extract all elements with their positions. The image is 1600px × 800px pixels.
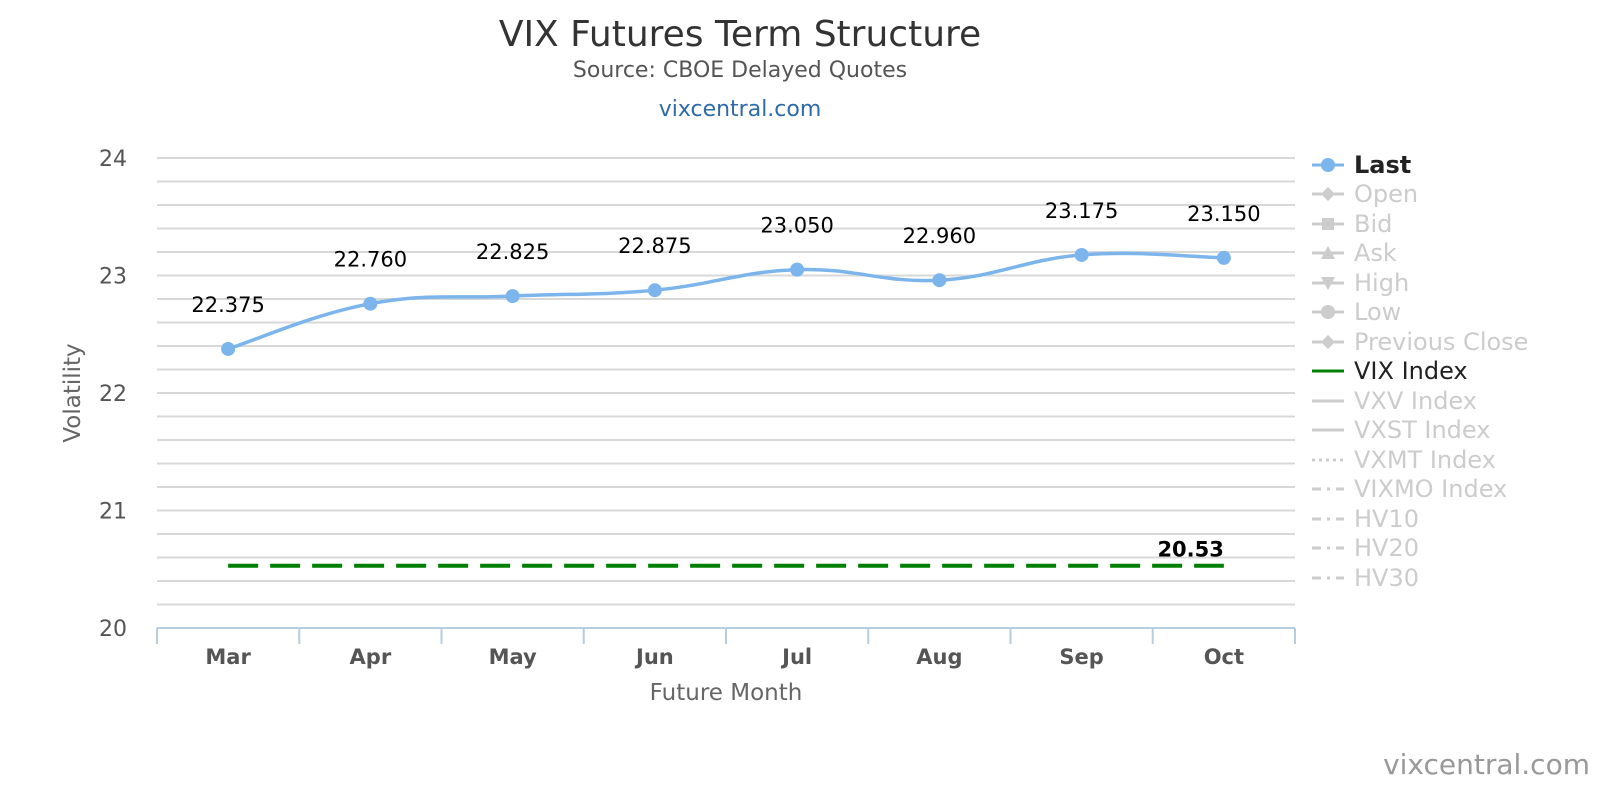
legend-item-open[interactable]: Open xyxy=(1310,180,1590,210)
axes: 20 21 22 23 24 Mar Apr May Jun Jul Aug Sep Oct Future… xyxy=(60,147,1296,706)
last-point xyxy=(1074,247,1089,262)
source-link[interactable]: vixcentral.com xyxy=(658,97,822,122)
legend-symbol-icon xyxy=(1312,217,1344,230)
legend-symbol-icon xyxy=(1312,246,1344,260)
legend-item-high[interactable]: High xyxy=(1310,268,1590,298)
legend-label: VIX Index xyxy=(1354,357,1468,386)
legend-symbol-icon xyxy=(1312,187,1344,202)
legend-item-last[interactable]: Last xyxy=(1310,150,1590,180)
legend-label: VIXMO Index xyxy=(1354,475,1508,504)
legend-item-vxmt-index[interactable]: VXMT Index xyxy=(1310,445,1590,475)
legend-item-hv20[interactable]: HV20 xyxy=(1310,534,1590,564)
legend-symbol-icon xyxy=(1312,157,1344,172)
last-point xyxy=(505,289,520,304)
vix-index-label: 20.53 xyxy=(1157,538,1223,562)
y-tick-label: 20 xyxy=(99,617,127,642)
legend-symbol-icon xyxy=(1312,276,1344,290)
last-point-label: 23.150 xyxy=(1187,202,1260,226)
last-point xyxy=(647,283,662,298)
legend-label: Open xyxy=(1354,180,1419,209)
legend-symbol-icon xyxy=(1312,546,1344,550)
legend-label: Last xyxy=(1354,150,1412,179)
legend-item-low[interactable]: Low xyxy=(1310,298,1590,328)
legend-label: VXST Index xyxy=(1354,416,1491,445)
last-series-line xyxy=(227,251,1224,351)
last-point-label: 23.175 xyxy=(1045,199,1118,223)
last-point-label: 22.875 xyxy=(618,234,691,258)
last-point xyxy=(932,273,947,288)
legend-label: Previous Close xyxy=(1354,327,1529,356)
legend-symbol-icon xyxy=(1312,428,1344,432)
legend-label: Bid xyxy=(1354,209,1393,238)
legend-symbol-icon xyxy=(1312,305,1344,320)
legend-label: HV30 xyxy=(1354,563,1420,592)
x-tick-label: May xyxy=(489,645,537,669)
y-tick-label: 21 xyxy=(99,500,127,525)
last-point xyxy=(363,296,378,311)
legend-symbol-icon xyxy=(1312,517,1344,521)
series xyxy=(221,247,1231,568)
chart-title: VIX Futures Term Structure xyxy=(498,14,982,55)
x-tick-label: Jul xyxy=(780,645,812,669)
last-point-label: 23.050 xyxy=(760,214,833,238)
legend-label: VXV Index xyxy=(1354,386,1477,415)
x-tick-label: Apr xyxy=(350,645,392,669)
y-tick-label: 22 xyxy=(99,382,127,407)
legend-item-hv30[interactable]: HV30 xyxy=(1310,563,1590,593)
legend-symbol-icon xyxy=(1312,458,1344,462)
last-point xyxy=(790,262,805,277)
legend-item-hv10[interactable]: HV10 xyxy=(1310,504,1590,534)
legend-label: Low xyxy=(1354,298,1402,327)
legend-label: VXMT Index xyxy=(1354,445,1496,474)
grid-lines xyxy=(157,157,1295,606)
legend-item-vxv-index[interactable]: VXV Index xyxy=(1310,386,1590,416)
last-point-label: 22.375 xyxy=(191,293,264,317)
x-tick-label: Sep xyxy=(1059,645,1103,669)
y-tick-label: 23 xyxy=(99,265,127,290)
legend: Last Open Bid Ask High Low Previous Close VIX I… xyxy=(1310,150,1590,593)
data-labels: 20.53 22.375 22.760 22.825 22.875 23.050 22.96… xyxy=(191,199,1260,562)
legend-symbol-icon xyxy=(1312,369,1344,373)
last-point-label: 22.960 xyxy=(903,224,976,248)
y-axis-title: Volatility xyxy=(60,343,86,442)
legend-label: HV20 xyxy=(1354,534,1420,563)
x-tick-label: Oct xyxy=(1204,645,1244,669)
plot-area: 20 21 22 23 24 Mar Apr May Jun Jul Aug Sep Oct Future… xyxy=(60,147,1296,706)
x-axis-title: Future Month xyxy=(650,680,803,706)
y-tick-label: 24 xyxy=(99,147,127,172)
legend-item-vixmo-index[interactable]: VIXMO Index xyxy=(1310,475,1590,505)
legend-item-bid[interactable]: Bid xyxy=(1310,209,1590,239)
legend-label: Ask xyxy=(1354,239,1397,268)
x-tick-label: Aug xyxy=(916,645,962,669)
legend-item-ask[interactable]: Ask xyxy=(1310,239,1590,269)
legend-item-previous-close[interactable]: Previous Close xyxy=(1310,327,1590,357)
legend-symbol-icon xyxy=(1312,399,1344,403)
last-point-label: 22.825 xyxy=(476,240,549,264)
last-point xyxy=(1216,250,1231,265)
last-point xyxy=(221,341,236,356)
legend-item-vxst-index[interactable]: VXST Index xyxy=(1310,416,1590,446)
x-tick-label: Mar xyxy=(205,645,251,669)
credits-link[interactable]: vixcentral.com xyxy=(1383,748,1590,781)
legend-item-vix-index[interactable]: VIX Index xyxy=(1310,357,1590,387)
chart-subtitle: Source: CBOE Delayed Quotes xyxy=(572,58,908,83)
legend-symbol-icon xyxy=(1312,487,1344,491)
last-point-label: 22.760 xyxy=(334,248,407,272)
legend-label: HV10 xyxy=(1354,504,1420,533)
x-tick-label: Jun xyxy=(634,645,674,669)
legend-label: High xyxy=(1354,268,1410,297)
legend-symbol-icon xyxy=(1312,334,1344,349)
legend-symbol-icon xyxy=(1312,576,1344,580)
